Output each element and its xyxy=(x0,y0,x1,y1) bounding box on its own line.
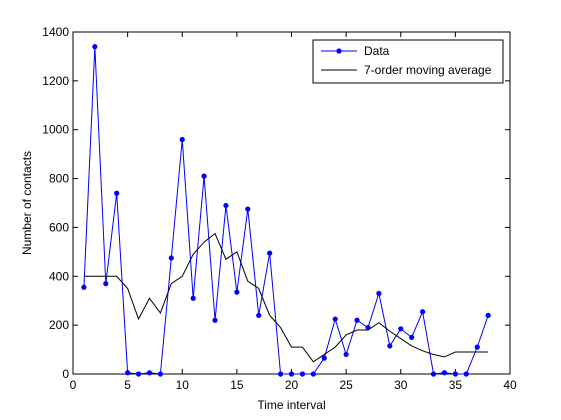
plot-area xyxy=(72,31,511,375)
x-tick-label-15: 15 xyxy=(230,378,244,392)
x-tick-label-10: 10 xyxy=(176,378,190,392)
data-point-14 xyxy=(223,202,229,209)
data-point-30 xyxy=(398,326,404,332)
data-point-19 xyxy=(277,371,284,377)
data-point-15 xyxy=(234,289,240,295)
data-point-5 xyxy=(125,370,131,376)
data-point-22 xyxy=(310,371,316,377)
data-point-10 xyxy=(179,136,185,143)
data-point-28 xyxy=(376,290,382,296)
data-point-34 xyxy=(441,370,448,376)
data-point-16 xyxy=(245,206,251,212)
series-line-moving-average xyxy=(83,232,489,363)
data-point-1 xyxy=(81,284,87,290)
y-tick-label-0: 0 xyxy=(62,367,69,381)
x-tick-label-5: 5 xyxy=(124,378,131,392)
tick-labels: 0 5 10 15 20 25 30 35 40020040060080010001200140… xyxy=(42,25,517,392)
data-point-23 xyxy=(321,355,327,361)
data-point-38 xyxy=(485,312,491,318)
y-tick-label-1400: 1400 xyxy=(42,25,69,39)
x-tick-label-0: 0 xyxy=(70,378,77,392)
data-point-35 xyxy=(452,371,458,377)
x-tick-label-25: 25 xyxy=(339,378,353,392)
data-point-3 xyxy=(103,281,109,287)
x-tick-label-20: 20 xyxy=(285,378,299,392)
data-point-32 xyxy=(420,309,426,315)
data-point-2 xyxy=(92,44,98,50)
data-point-21 xyxy=(299,371,306,377)
legend-label-moving-average: 7-order moving average xyxy=(364,63,492,77)
data-point-29 xyxy=(387,343,393,349)
y-tick-label-800: 800 xyxy=(49,172,69,186)
data-point-8 xyxy=(157,371,163,377)
x-tick-label-30: 30 xyxy=(394,378,408,392)
data-point-17 xyxy=(256,312,262,318)
legend: Data 7-order moving average xyxy=(312,39,504,84)
data-point-25 xyxy=(343,351,349,358)
legend-label-data: Data xyxy=(364,44,390,58)
y-tick-label-1200: 1200 xyxy=(42,74,69,88)
data-point-33 xyxy=(430,371,437,377)
y-tick-label-400: 400 xyxy=(49,269,69,283)
y-tick-label-200: 200 xyxy=(49,318,69,332)
legend-marker-data xyxy=(336,48,342,54)
data-point-31 xyxy=(409,334,415,340)
data-point-26 xyxy=(354,317,360,323)
data-point-11 xyxy=(190,295,196,301)
data-point-37 xyxy=(474,344,480,350)
x-tick-label-35: 35 xyxy=(449,378,463,392)
data-point-9 xyxy=(168,255,174,261)
data-point-13 xyxy=(212,317,218,323)
y-tick-label-600: 600 xyxy=(49,220,69,234)
y-tick-label-1000: 1000 xyxy=(42,123,69,137)
data-point-6 xyxy=(135,371,142,377)
y-axis-label: Number of contacts xyxy=(20,151,34,255)
data-point-36 xyxy=(463,371,469,377)
x-axis-label: Time interval xyxy=(257,398,325,412)
data-point-20 xyxy=(288,371,295,377)
data-point-4 xyxy=(114,190,120,196)
data-point-7 xyxy=(146,370,153,376)
x-tick-label-40: 40 xyxy=(503,378,517,392)
data-point-18 xyxy=(267,250,273,256)
legend-box xyxy=(312,39,504,84)
data-point-12 xyxy=(201,173,207,179)
data-point-24 xyxy=(332,316,338,322)
data-point-27 xyxy=(365,324,371,331)
series-layer xyxy=(81,44,491,377)
